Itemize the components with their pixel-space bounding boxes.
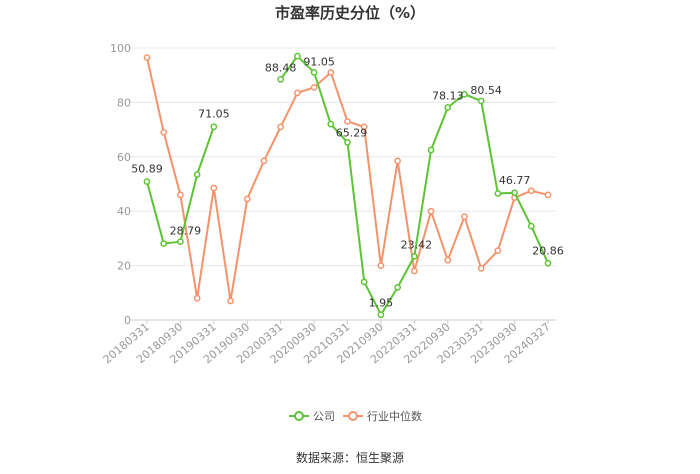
data-label-layer: 50.89 28.79 71.05 88.48 91.05 65.29 1.95 23.42 7… xyxy=(131,55,564,309)
data-point-0-20 xyxy=(477,97,485,105)
data-label-22: 46.77 xyxy=(499,174,531,187)
data-point-1-17 xyxy=(427,207,435,215)
data-label-8: 88.48 xyxy=(265,61,297,74)
data-point-1-20 xyxy=(477,264,485,272)
data-point-0-12 xyxy=(344,139,351,146)
legend: 公司 行业中位数 xyxy=(289,409,422,423)
legend-marker-industry xyxy=(348,411,358,421)
y-tick-label-60: 60 xyxy=(117,151,131,164)
data-point-0-3 xyxy=(193,171,201,178)
data-point-0-21 xyxy=(494,190,502,197)
data-point-1-10 xyxy=(310,84,318,91)
data-source: 数据来源：恒生聚源 xyxy=(296,450,404,465)
data-point-0-0 xyxy=(143,178,151,185)
data-point-1-13 xyxy=(360,123,368,131)
data-point-1-15 xyxy=(394,157,401,165)
data-point-1-6 xyxy=(243,195,251,203)
data-point-0-8 xyxy=(277,75,285,83)
data-label-16: 23.42 xyxy=(401,238,433,251)
legend-item-industry[interactable]: 行业中位数 xyxy=(343,409,422,423)
data-point-1-18 xyxy=(444,256,452,264)
data-point-1-5 xyxy=(227,297,234,305)
data-point-1-24 xyxy=(544,191,552,199)
data-point-1-19 xyxy=(461,213,468,220)
data-point-0-15 xyxy=(394,284,401,291)
data-label-12: 65.29 xyxy=(336,126,368,139)
data-point-1-14 xyxy=(377,262,385,269)
data-point-1-7 xyxy=(260,157,268,165)
data-point-0-22 xyxy=(511,189,518,197)
data-point-1-9 xyxy=(294,89,301,97)
data-point-1-0 xyxy=(143,54,151,61)
y-tick-label-40: 40 xyxy=(117,205,131,218)
data-point-0-2 xyxy=(177,238,184,246)
chart-title: 市盈率历史分位（%） xyxy=(275,4,425,22)
data-point-1-4 xyxy=(210,184,218,192)
data-point-0-24 xyxy=(544,259,552,267)
data-label-24: 20.86 xyxy=(532,244,564,257)
data-label-18: 78.13 xyxy=(432,89,464,102)
legend-item-company[interactable]: 公司 xyxy=(289,410,335,423)
data-point-1-16 xyxy=(410,267,418,275)
data-point-0-9 xyxy=(294,52,301,60)
data-label-20: 80.54 xyxy=(470,84,502,97)
data-point-1-1 xyxy=(160,128,168,136)
data-point-1-23 xyxy=(527,187,535,195)
data-point-1-3 xyxy=(193,294,201,302)
data-label-2: 28.79 xyxy=(170,225,202,238)
data-point-0-17 xyxy=(427,146,435,154)
data-point-0-1 xyxy=(160,240,168,247)
data-point-0-23 xyxy=(527,222,535,230)
data-point-1-8 xyxy=(277,123,285,131)
data-point-1-11 xyxy=(327,69,335,76)
data-point-0-16 xyxy=(410,252,418,260)
data-point-0-14 xyxy=(377,311,385,319)
legend-marker-company xyxy=(294,411,304,421)
data-point-0-13 xyxy=(360,278,368,286)
data-label-14: 1.95 xyxy=(369,297,394,310)
data-point-0-4 xyxy=(210,123,218,131)
y-tick-label-0: 0 xyxy=(124,314,131,327)
data-label-0: 50.89 xyxy=(131,163,163,176)
y-tick-label-80: 80 xyxy=(117,96,131,109)
legend-label-company: 公司 xyxy=(313,410,335,423)
data-point-0-10 xyxy=(310,68,318,76)
series-layer xyxy=(143,52,552,319)
y-tick-label-20: 20 xyxy=(117,260,131,273)
data-point-1-12 xyxy=(344,118,351,125)
data-point-0-19 xyxy=(461,90,468,98)
data-label-4: 71.05 xyxy=(198,108,230,121)
series-company xyxy=(143,52,552,319)
data-point-1-2 xyxy=(177,191,184,199)
data-point-0-11 xyxy=(327,120,335,128)
data-label-10: 91.05 xyxy=(303,55,335,68)
y-tick-label-100: 100 xyxy=(110,42,131,55)
data-point-0-18 xyxy=(444,104,452,111)
data-point-1-21 xyxy=(494,247,502,254)
series-industry-median xyxy=(143,54,552,305)
legend-label-industry: 行业中位数 xyxy=(367,409,422,423)
